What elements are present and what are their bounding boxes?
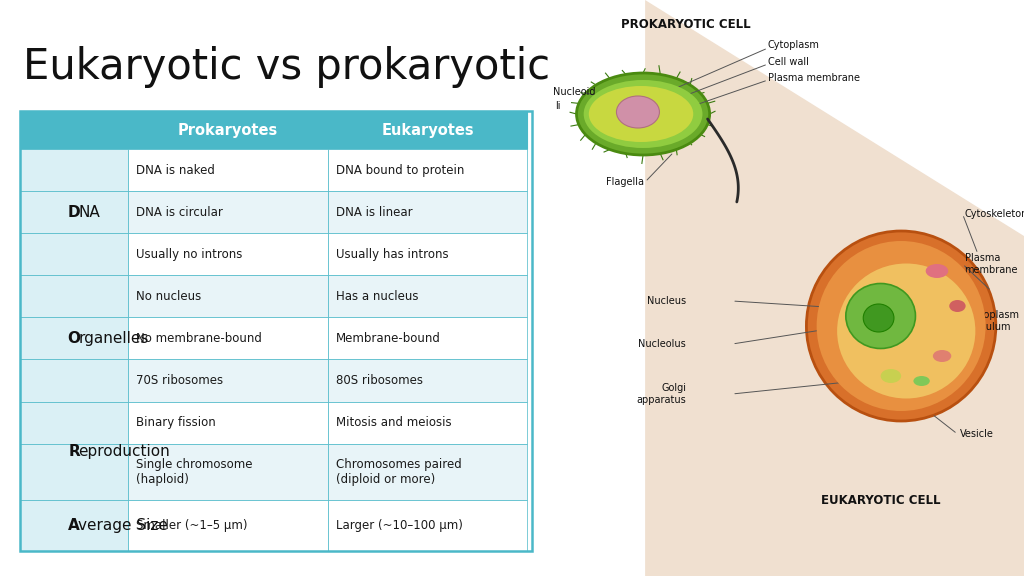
Ellipse shape — [807, 231, 996, 421]
Text: Nucleus: Nucleus — [647, 296, 686, 306]
Text: Mitosis and meiosis: Mitosis and meiosis — [336, 416, 452, 429]
FancyBboxPatch shape — [128, 233, 328, 275]
Text: No membrane-bound: No membrane-bound — [136, 332, 262, 345]
FancyBboxPatch shape — [20, 191, 128, 233]
Text: Eukaryotic vs prokaryotic: Eukaryotic vs prokaryotic — [23, 46, 550, 88]
Text: DNA bound to protein: DNA bound to protein — [336, 164, 464, 177]
Text: O: O — [68, 331, 81, 346]
FancyBboxPatch shape — [328, 317, 527, 359]
Text: Golgi
apparatus: Golgi apparatus — [636, 383, 686, 405]
Text: Cytoplasm: Cytoplasm — [768, 40, 820, 50]
Text: Binary fission: Binary fission — [136, 416, 216, 429]
Ellipse shape — [838, 263, 976, 399]
Ellipse shape — [846, 283, 915, 348]
Ellipse shape — [926, 264, 948, 278]
Text: Nucleolus: Nucleolus — [638, 339, 686, 349]
Text: D: D — [68, 204, 81, 219]
Text: PROKARYOTIC CELL: PROKARYOTIC CELL — [622, 18, 751, 31]
FancyBboxPatch shape — [328, 275, 527, 317]
Text: DNA is naked: DNA is naked — [136, 164, 215, 177]
Text: Plasma membrane: Plasma membrane — [768, 73, 860, 83]
Text: li: li — [555, 101, 560, 111]
Text: Usually has introns: Usually has introns — [336, 248, 449, 261]
FancyBboxPatch shape — [20, 149, 128, 191]
Text: Flagella: Flagella — [606, 177, 644, 187]
Ellipse shape — [577, 73, 710, 155]
Text: Usually no introns: Usually no introns — [136, 248, 243, 261]
Text: Membrane-bound: Membrane-bound — [336, 332, 440, 345]
Text: Endoplasm
reticulum: Endoplasm reticulum — [965, 310, 1019, 332]
FancyBboxPatch shape — [20, 233, 128, 275]
Text: DNA is circular: DNA is circular — [136, 206, 223, 219]
Text: eproduction: eproduction — [78, 444, 170, 458]
FancyBboxPatch shape — [20, 359, 128, 401]
Text: Chromosomes paired
(diploid or more): Chromosomes paired (diploid or more) — [336, 458, 462, 486]
Ellipse shape — [584, 80, 702, 148]
Text: 80S ribosomes: 80S ribosomes — [336, 374, 423, 387]
Text: Smaller (~1–5 μm): Smaller (~1–5 μm) — [136, 519, 248, 532]
FancyBboxPatch shape — [20, 401, 128, 444]
Text: rganelles: rganelles — [78, 331, 148, 346]
Text: NA: NA — [78, 204, 100, 219]
FancyBboxPatch shape — [128, 444, 328, 501]
Ellipse shape — [881, 369, 901, 383]
FancyBboxPatch shape — [128, 501, 328, 551]
FancyBboxPatch shape — [328, 233, 527, 275]
Ellipse shape — [817, 241, 986, 411]
FancyBboxPatch shape — [128, 149, 328, 191]
FancyBboxPatch shape — [20, 444, 128, 501]
FancyBboxPatch shape — [328, 111, 527, 149]
Text: 70S ribosomes: 70S ribosomes — [136, 374, 223, 387]
Text: Single chromosome
(haploid): Single chromosome (haploid) — [136, 458, 253, 486]
Text: Cytoskeleton: Cytoskeleton — [965, 209, 1024, 219]
FancyBboxPatch shape — [328, 501, 527, 551]
FancyBboxPatch shape — [128, 275, 328, 317]
FancyBboxPatch shape — [328, 149, 527, 191]
Polygon shape — [645, 0, 1024, 576]
FancyBboxPatch shape — [128, 401, 328, 444]
Text: Eukaryotes: Eukaryotes — [381, 123, 474, 138]
Text: verage Size: verage Size — [78, 518, 168, 533]
FancyBboxPatch shape — [128, 111, 328, 149]
Text: EUKARYOTIC CELL: EUKARYOTIC CELL — [821, 495, 940, 507]
Ellipse shape — [863, 304, 894, 332]
Text: DNA is linear: DNA is linear — [336, 206, 413, 219]
FancyBboxPatch shape — [20, 501, 128, 551]
Text: Has a nucleus: Has a nucleus — [336, 290, 419, 303]
Ellipse shape — [616, 96, 659, 128]
Text: A: A — [69, 518, 80, 533]
FancyBboxPatch shape — [328, 191, 527, 233]
Text: Vesicle: Vesicle — [959, 429, 993, 439]
FancyBboxPatch shape — [328, 359, 527, 401]
Text: Larger (~10–100 μm): Larger (~10–100 μm) — [336, 519, 463, 532]
FancyBboxPatch shape — [128, 191, 328, 233]
FancyBboxPatch shape — [20, 275, 128, 317]
FancyBboxPatch shape — [328, 401, 527, 444]
Text: No nucleus: No nucleus — [136, 290, 202, 303]
Text: Prokaryotes: Prokaryotes — [178, 123, 278, 138]
FancyBboxPatch shape — [20, 111, 128, 149]
Ellipse shape — [949, 300, 966, 312]
FancyBboxPatch shape — [20, 317, 128, 359]
Ellipse shape — [933, 350, 951, 362]
Ellipse shape — [913, 376, 930, 386]
Text: Nucleoid: Nucleoid — [553, 87, 596, 97]
FancyBboxPatch shape — [328, 444, 527, 501]
Text: R: R — [69, 444, 80, 458]
Text: Cell wall: Cell wall — [768, 57, 809, 67]
FancyBboxPatch shape — [128, 317, 328, 359]
Text: Plasma
membrane: Plasma membrane — [965, 253, 1018, 275]
FancyBboxPatch shape — [128, 359, 328, 401]
Ellipse shape — [589, 86, 693, 142]
